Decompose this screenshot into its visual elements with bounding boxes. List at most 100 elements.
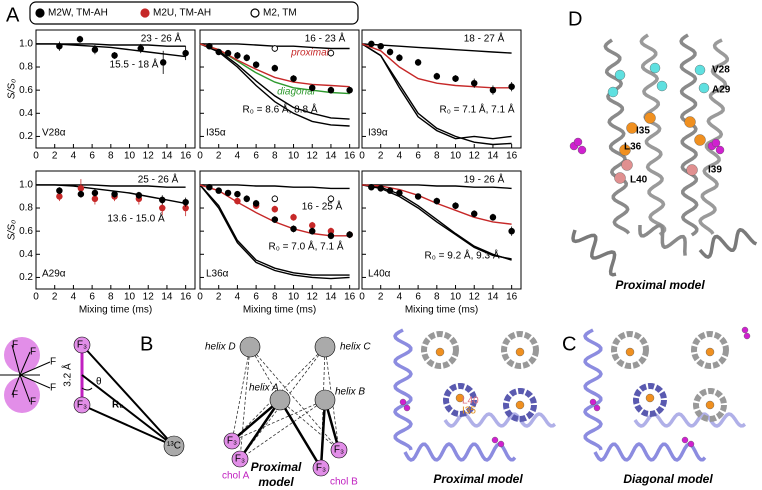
x-tick-label: 8 [272, 292, 278, 303]
carbon-atom [163, 435, 185, 457]
legend-label: M2U, TM-AH [153, 8, 211, 19]
data-point [56, 42, 63, 50]
legend-marker [250, 8, 260, 18]
fluorine-sphere [4, 337, 40, 373]
chol-label: chol B [330, 477, 358, 488]
data-point [327, 232, 335, 240]
fluorine-node [312, 459, 330, 477]
curve [361, 184, 512, 225]
data-point [159, 196, 166, 204]
x-tick-label: 0 [359, 292, 365, 303]
atom-sphere [589, 398, 597, 406]
curve [199, 43, 350, 120]
legend-marker [35, 8, 45, 18]
annotation: diagonal [277, 87, 316, 98]
data-point [386, 48, 394, 56]
cf3-bonds [0, 344, 51, 403]
x-tick-label: 10 [124, 292, 136, 303]
helix-node [314, 389, 336, 411]
y-axis-label: S/S₀ [7, 79, 18, 99]
x-tick-label: 6 [89, 292, 95, 303]
atom-sphere [491, 436, 499, 444]
x-tick-label: 6 [415, 292, 421, 303]
annotation: 23 - 26 Å [141, 32, 182, 45]
panel-label: L40α [368, 269, 391, 280]
x-tick-label: 16 [344, 292, 356, 303]
fluorine-label: F₃ [235, 454, 245, 465]
atom-sphere [698, 82, 710, 94]
curve [361, 43, 512, 54]
data-point [377, 185, 384, 192]
helix-axial [503, 388, 537, 422]
data-point [91, 46, 99, 53]
x-tick-label: 0 [33, 292, 39, 303]
atom-sphere [705, 400, 715, 410]
data-point [308, 84, 316, 92]
data-point [234, 197, 241, 205]
x-tick-label: 4 [71, 292, 77, 303]
x-tick-label: 10 [288, 151, 300, 162]
data-point [368, 183, 375, 191]
data-point [252, 61, 260, 68]
plot-frame [361, 29, 522, 149]
x-tick-label: 2 [52, 292, 58, 303]
y-tick-label: 1.0 [19, 180, 33, 191]
data-point [290, 214, 297, 221]
data-point [111, 190, 118, 198]
helix-axial [443, 383, 477, 417]
annotation: 18 - 27 Å [464, 32, 505, 45]
legend-label: M2, TM [263, 8, 297, 19]
atom-sphere [625, 347, 635, 357]
fluorine-label: F₃ [316, 463, 326, 474]
data-point [452, 202, 459, 209]
atom-label: F [30, 397, 36, 408]
x-tick-label: 2 [378, 292, 384, 303]
panel-letter: D [568, 8, 582, 30]
data-point [308, 222, 316, 229]
contact-lines-strong [231, 399, 341, 469]
curve [199, 43, 350, 127]
fluorine-atom [73, 336, 91, 354]
residue-label: L40 [630, 175, 648, 186]
x-tick-label: 14 [487, 292, 499, 303]
residue-label: I35 [462, 406, 476, 417]
data-point [271, 205, 279, 213]
legend-label: M2W, TM-AH [48, 8, 108, 19]
residue-label: I39 [708, 165, 722, 176]
y-tick-label: 0.6 [19, 226, 33, 237]
data-point [271, 45, 279, 52]
atom-sphere [577, 145, 587, 155]
x-tick-label: 14 [487, 151, 499, 162]
x-tick-label: 8 [108, 292, 114, 303]
annotation: 15.5 - 18 Å [110, 58, 159, 71]
angle-arc [81, 387, 93, 391]
panel-label: I39α [368, 128, 388, 139]
data-point [159, 204, 166, 212]
residue-label: L36 [624, 142, 642, 153]
data-point [91, 195, 99, 203]
fluorine-atom [73, 396, 91, 414]
annotation: 16 - 25 Å [302, 200, 343, 213]
data-point [327, 195, 335, 203]
panel-label: I35α [206, 128, 226, 139]
helix-ribbon [571, 229, 617, 277]
residue-label: I35 [636, 126, 650, 137]
atom-label: F₃ [77, 400, 87, 411]
x-tick-label: 10 [124, 151, 136, 162]
helix-ribbon [593, 442, 707, 462]
chol-label: chol A [222, 471, 250, 482]
curve [361, 43, 512, 89]
atom-sphere [644, 112, 656, 124]
atom-sphere [515, 400, 525, 410]
y-tick-label: 0.4 [19, 108, 33, 119]
atom-label: F [30, 347, 36, 358]
y-tick-label: 0.2 [19, 272, 33, 283]
atom-label: F [12, 340, 18, 351]
y-tick-label: 0.8 [19, 203, 33, 214]
x-tick-label: 2 [216, 151, 222, 162]
data-point [252, 200, 260, 207]
data-point [111, 52, 118, 59]
distance-label: 3.2 Å [61, 363, 74, 387]
y-tick-label: 0.4 [19, 249, 33, 260]
x-tick-label: 12 [469, 292, 481, 303]
